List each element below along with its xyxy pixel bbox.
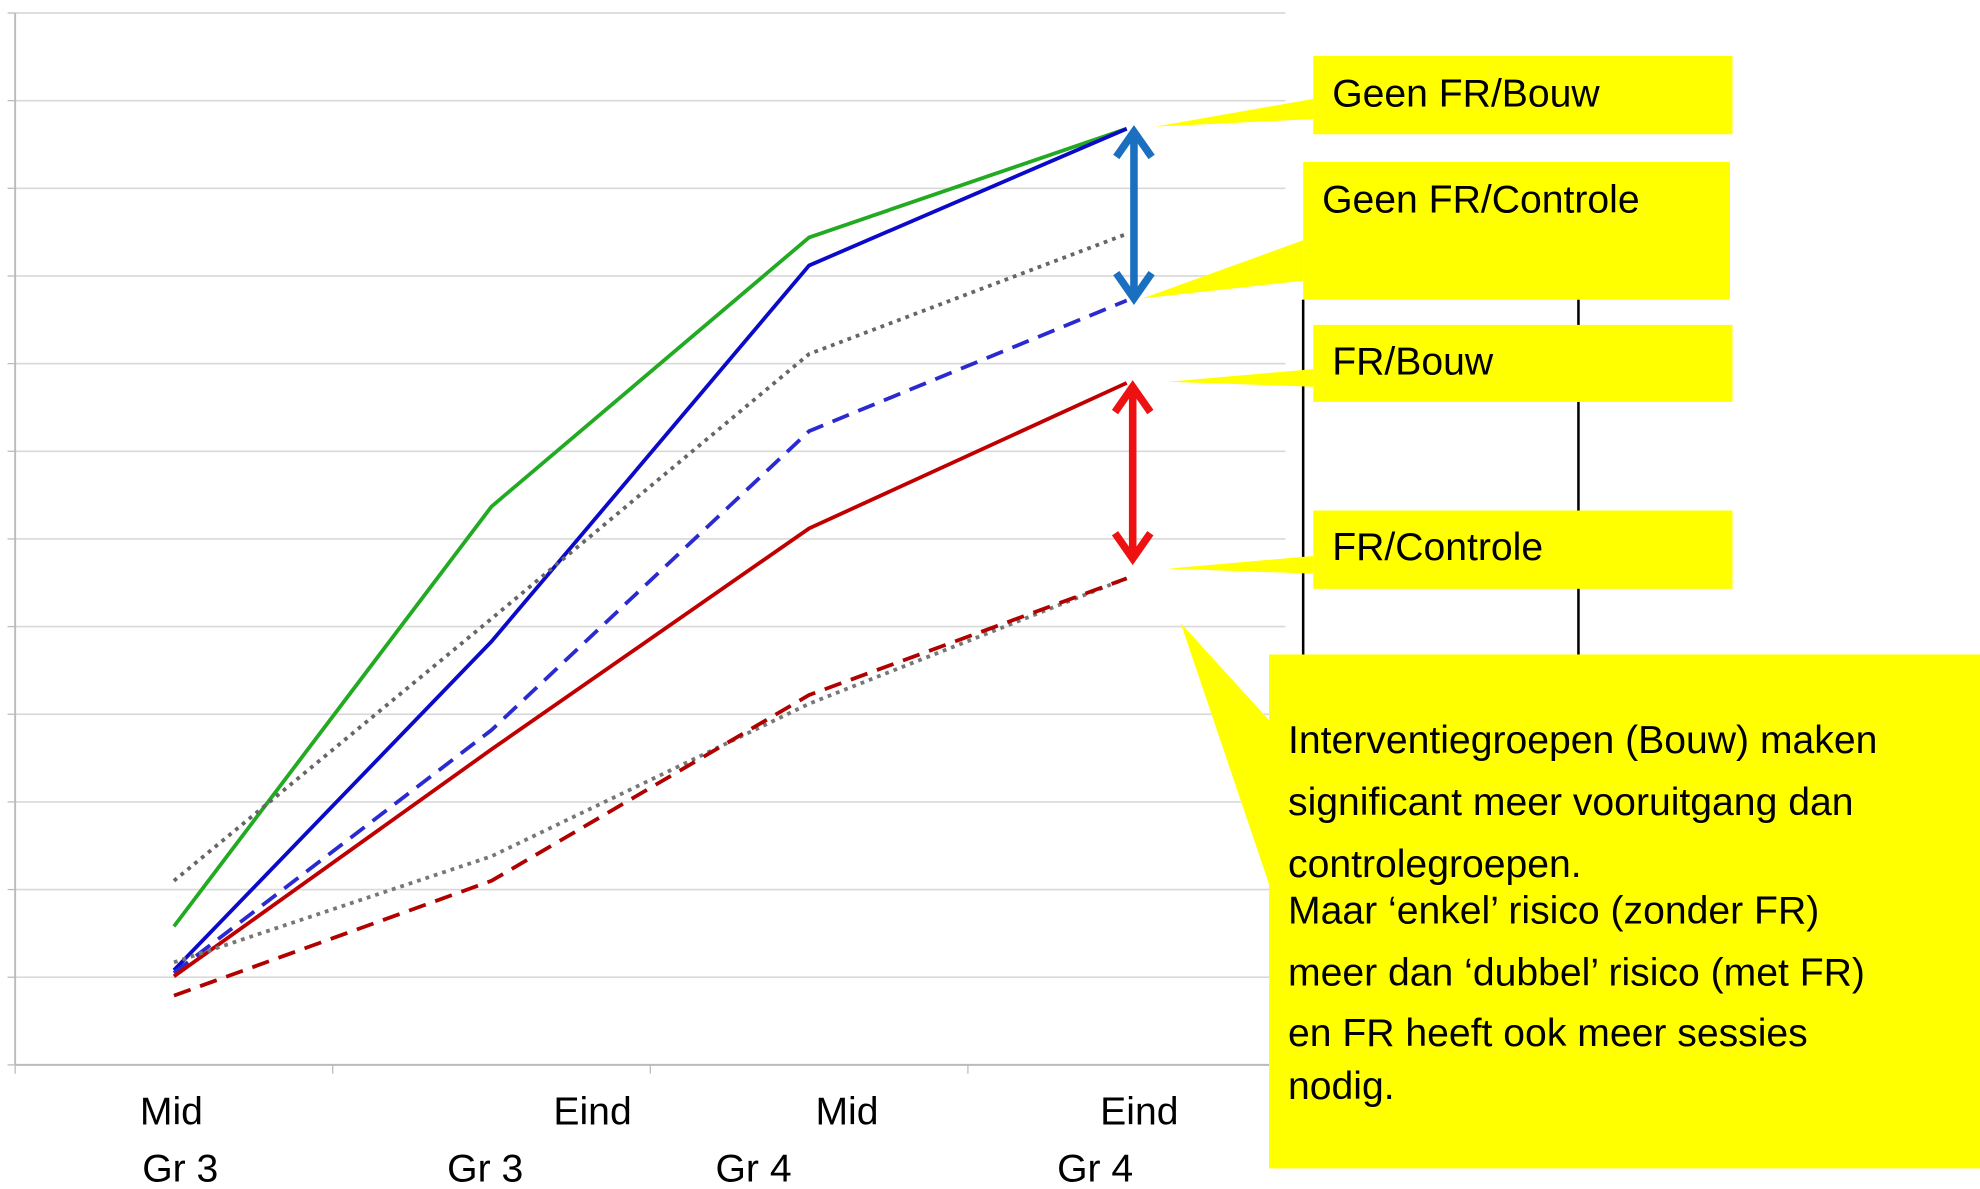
x-tick-label: Eind: [553, 1090, 631, 1133]
callout: [1313, 324, 1733, 402]
annotation-line: Interventiegroepen (Bouw) maken: [1288, 719, 1877, 762]
x-tick-label: Gr 4: [716, 1147, 792, 1189]
callout: [1313, 55, 1733, 135]
series-line: [173, 576, 1128, 965]
callout-pointer: [1180, 622, 1270, 885]
callout: [1303, 162, 1730, 300]
callouts: Geen FR/Bouw Geen FR/Controle FR/Bouw FR…: [1142, 55, 1980, 1169]
arrows: [1111, 125, 1155, 566]
series-line: [172, 298, 1128, 975]
series-line: [172, 126, 1128, 928]
callout: [1269, 654, 1980, 1169]
callout-pointer: [1168, 555, 1314, 574]
arrow-head: [1111, 380, 1154, 415]
callout-pointer: [1155, 98, 1314, 127]
annotation-line: controlegroepen.: [1288, 843, 1582, 886]
annotation-line: Maar ‘enkel’ risico (zonder FR): [1288, 890, 1819, 933]
x-tick-label: Gr 3: [142, 1147, 218, 1189]
x-tick-label: Gr 4: [1057, 1147, 1133, 1189]
series-line: [172, 232, 1128, 883]
annotation-line: en FR heeft ook meer sessies: [1288, 1012, 1808, 1055]
x-tick-label: Gr 3: [447, 1147, 523, 1189]
callout-label: Geen FR/Controle: [1322, 179, 1640, 222]
callout-pointer: [1142, 240, 1304, 299]
x-tick-label: Mid: [815, 1090, 878, 1133]
x-tick-label: Mid: [140, 1090, 203, 1133]
arrow-head: [1113, 270, 1155, 305]
series-line: [172, 381, 1128, 978]
series-line: [172, 126, 1128, 972]
callout-label: FR/Controle: [1332, 526, 1543, 569]
series-line: [173, 576, 1128, 998]
plot: [7, 12, 1287, 1074]
callout-pointer: [1168, 369, 1314, 387]
callout-label: FR/Bouw: [1332, 340, 1494, 383]
callout: [1313, 510, 1733, 589]
callout-label: Geen FR/Bouw: [1332, 73, 1600, 116]
x-tick-label: Eind: [1100, 1090, 1178, 1133]
annotation-line: nodig.: [1288, 1065, 1395, 1108]
annotation-line: meer dan ‘dubbel’ risico (met FR): [1288, 952, 1865, 995]
annotation-line: significant meer vooruitgang dan: [1288, 781, 1853, 824]
arrow-head: [1111, 531, 1154, 566]
arrow-head: [1113, 125, 1155, 160]
